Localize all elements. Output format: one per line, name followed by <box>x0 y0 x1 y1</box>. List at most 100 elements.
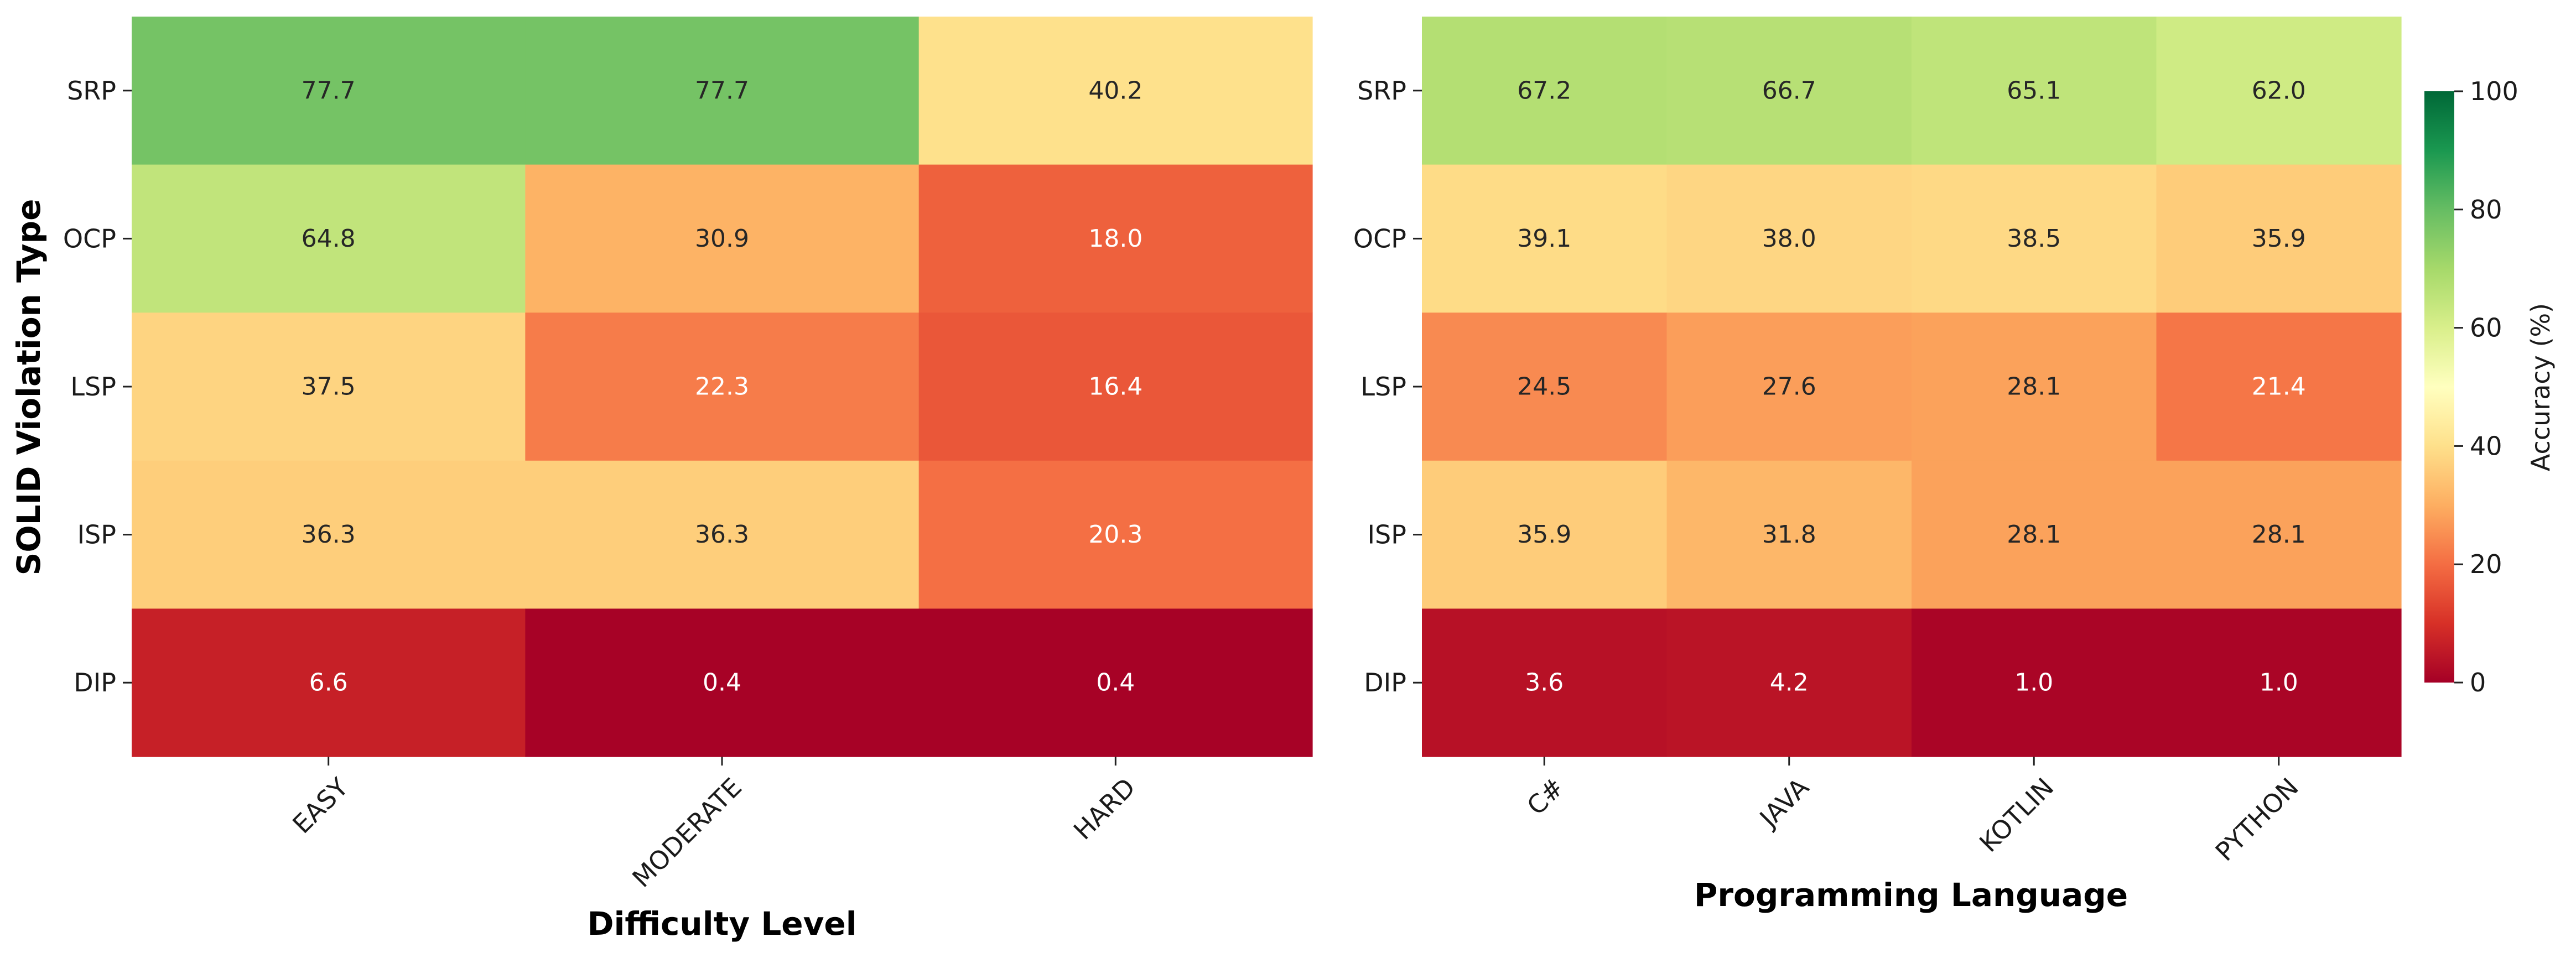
colorbar-tick-label-0: 0 <box>2470 668 2486 697</box>
x-tick-label-kotlin: KOTLIN <box>1973 772 2059 858</box>
cell-value-label: 21.4 <box>2252 373 2306 401</box>
cell-value-label: 3.6 <box>1525 669 1564 697</box>
cell-value-label: 18.0 <box>1088 225 1142 253</box>
y-tick-label-srp: SRP <box>67 76 116 106</box>
y-tick-label-isp: ISP <box>77 520 116 550</box>
heatmap-cell-lsp-hard <box>918 313 1313 461</box>
x-tick-label-easy: EASY <box>287 772 354 839</box>
cell-value-label: 20.3 <box>1088 520 1142 549</box>
heatmap-cell-isp-moderate <box>525 460 920 609</box>
cell-value-label: 27.6 <box>1762 373 1816 401</box>
y-tick-label-dip: DIP <box>74 668 116 697</box>
cell-value-label: 4.2 <box>1770 669 1809 697</box>
colorbar-title: Accuracy (%) <box>2526 303 2556 471</box>
cell-value-label: 6.6 <box>309 669 348 697</box>
cell-value-label: 30.9 <box>695 225 749 253</box>
heatmap-cell-ocp-kotlin <box>1912 164 2157 313</box>
heatmap-cell-lsp-easy <box>132 313 526 461</box>
heatmap-cell-lsp-python <box>2156 313 2402 461</box>
heatmap-cell-dip-python <box>2156 608 2402 757</box>
heatmap-cell-dip-java <box>1666 608 1912 757</box>
heatmap-cell-ocp-java <box>1666 164 1912 313</box>
cell-value-label: 36.3 <box>695 520 749 549</box>
heatmap-language: 67.2 66.7 65.1 62.0 39.1 38.0 38.5 35.9 24.5 27.6… <box>1353 17 2402 867</box>
heatmap-cell-ocp-csharp <box>1422 164 1668 313</box>
y-tick-label-ocp: OCP <box>1353 223 1406 253</box>
cell-value-label: 64.8 <box>302 225 356 253</box>
x-tick-label-moderate: MODERATE <box>626 772 747 893</box>
cell-value-label: 24.5 <box>1517 373 1571 401</box>
cell-value-label: 28.1 <box>2252 520 2306 549</box>
heatmap-cell-srp-python <box>2156 17 2402 165</box>
heatmap-cell-isp-java <box>1666 460 1912 609</box>
y-tick-label-ocp: OCP <box>63 223 116 253</box>
colorbar-tick-label-20: 20 <box>2470 549 2502 579</box>
heatmap-cell-isp-python <box>2156 460 2402 609</box>
cell-value-label: 22.3 <box>695 373 749 401</box>
cell-value-label: 65.1 <box>2007 76 2061 105</box>
x-tick-label-csharp: C# <box>1521 772 1570 821</box>
colorbar-tick-label-100: 100 <box>2470 76 2518 106</box>
cell-value-label: 35.9 <box>2252 225 2306 253</box>
colorbar: 0 20 40 60 80 100 <box>2424 76 2518 697</box>
colorbar-tick-label-60: 60 <box>2470 313 2502 343</box>
cell-value-label: 39.1 <box>1517 225 1571 253</box>
cell-value-label: 66.7 <box>1762 76 1816 105</box>
cell-value-label: 35.9 <box>1517 520 1571 549</box>
x-axis-title-difficulty: Difficulty Level <box>587 905 856 943</box>
y-axis-title: SOLID Violation Type <box>10 199 48 576</box>
cell-value-label: 28.1 <box>2007 520 2061 549</box>
cell-value-label: 16.4 <box>1088 373 1142 401</box>
heatmap-cell-ocp-moderate <box>525 164 920 313</box>
heatmap-cell-lsp-java <box>1666 313 1912 461</box>
heatmap-cell-lsp-csharp <box>1422 313 1668 461</box>
y-tick-label-dip: DIP <box>1364 668 1406 697</box>
heatmap-cell-isp-easy <box>132 460 526 609</box>
heatmap-cell-dip-moderate <box>525 608 920 757</box>
heatmap-cell-ocp-hard <box>918 164 1313 313</box>
cell-value-label: 77.7 <box>302 76 356 105</box>
heatmap-cell-srp-easy <box>132 17 526 165</box>
x-tick-label-java: JAVA <box>1753 772 1815 834</box>
cell-value-label: 67.2 <box>1517 76 1571 105</box>
cell-value-label: 1.0 <box>2260 669 2298 697</box>
cell-value-label: 37.5 <box>302 373 356 401</box>
heatmap-cell-isp-kotlin <box>1912 460 2157 609</box>
heatmap-cell-ocp-python <box>2156 164 2402 313</box>
heatmap-cell-srp-java <box>1666 17 1912 165</box>
heatmap-cell-dip-kotlin <box>1912 608 2157 757</box>
cell-value-label: 38.0 <box>1762 225 1816 253</box>
cell-value-label: 77.7 <box>695 76 749 105</box>
heatmap-cell-isp-csharp <box>1422 460 1668 609</box>
cell-value-label: 0.4 <box>1096 669 1135 697</box>
y-tick-label-srp: SRP <box>1357 76 1406 106</box>
heatmap-difficulty: 77.7 77.7 40.2 64.8 30.9 18.0 37.5 22.3 16.4 36.3… <box>63 17 1313 893</box>
cell-value-label: 62.0 <box>2252 76 2306 105</box>
x-axis-title-language: Programming Language <box>1694 876 2128 914</box>
cell-value-label: 28.1 <box>2007 373 2061 401</box>
colorbar-gradient <box>2424 91 2454 683</box>
heatmap-cell-srp-csharp <box>1422 17 1668 165</box>
y-tick-label-lsp: LSP <box>1360 372 1406 402</box>
y-tick-label-isp: ISP <box>1367 520 1406 550</box>
x-tick-label-hard: HARD <box>1068 772 1141 846</box>
heatmap-cell-srp-hard <box>918 17 1313 165</box>
cell-value-label: 0.4 <box>703 669 741 697</box>
cell-value-label: 38.5 <box>2007 225 2061 253</box>
colorbar-tick-label-80: 80 <box>2470 195 2502 225</box>
y-tick-label-lsp: LSP <box>70 372 116 402</box>
heatmap-cell-dip-csharp <box>1422 608 1668 757</box>
cell-value-label: 36.3 <box>302 520 356 549</box>
x-tick-label-python: PYTHON <box>2210 772 2304 867</box>
heatmap-cell-srp-kotlin <box>1912 17 2157 165</box>
heatmap-cell-srp-moderate <box>525 17 920 165</box>
cell-value-label: 40.2 <box>1088 76 1142 105</box>
heatmap-cell-ocp-easy <box>132 164 526 313</box>
heatmap-cell-isp-hard <box>918 460 1313 609</box>
heatmap-cell-dip-hard <box>918 608 1313 757</box>
cell-value-label: 31.8 <box>1762 520 1816 549</box>
heatmap-cell-dip-easy <box>132 608 526 757</box>
heatmap-cell-lsp-moderate <box>525 313 920 461</box>
colorbar-tick-label-40: 40 <box>2470 431 2502 461</box>
